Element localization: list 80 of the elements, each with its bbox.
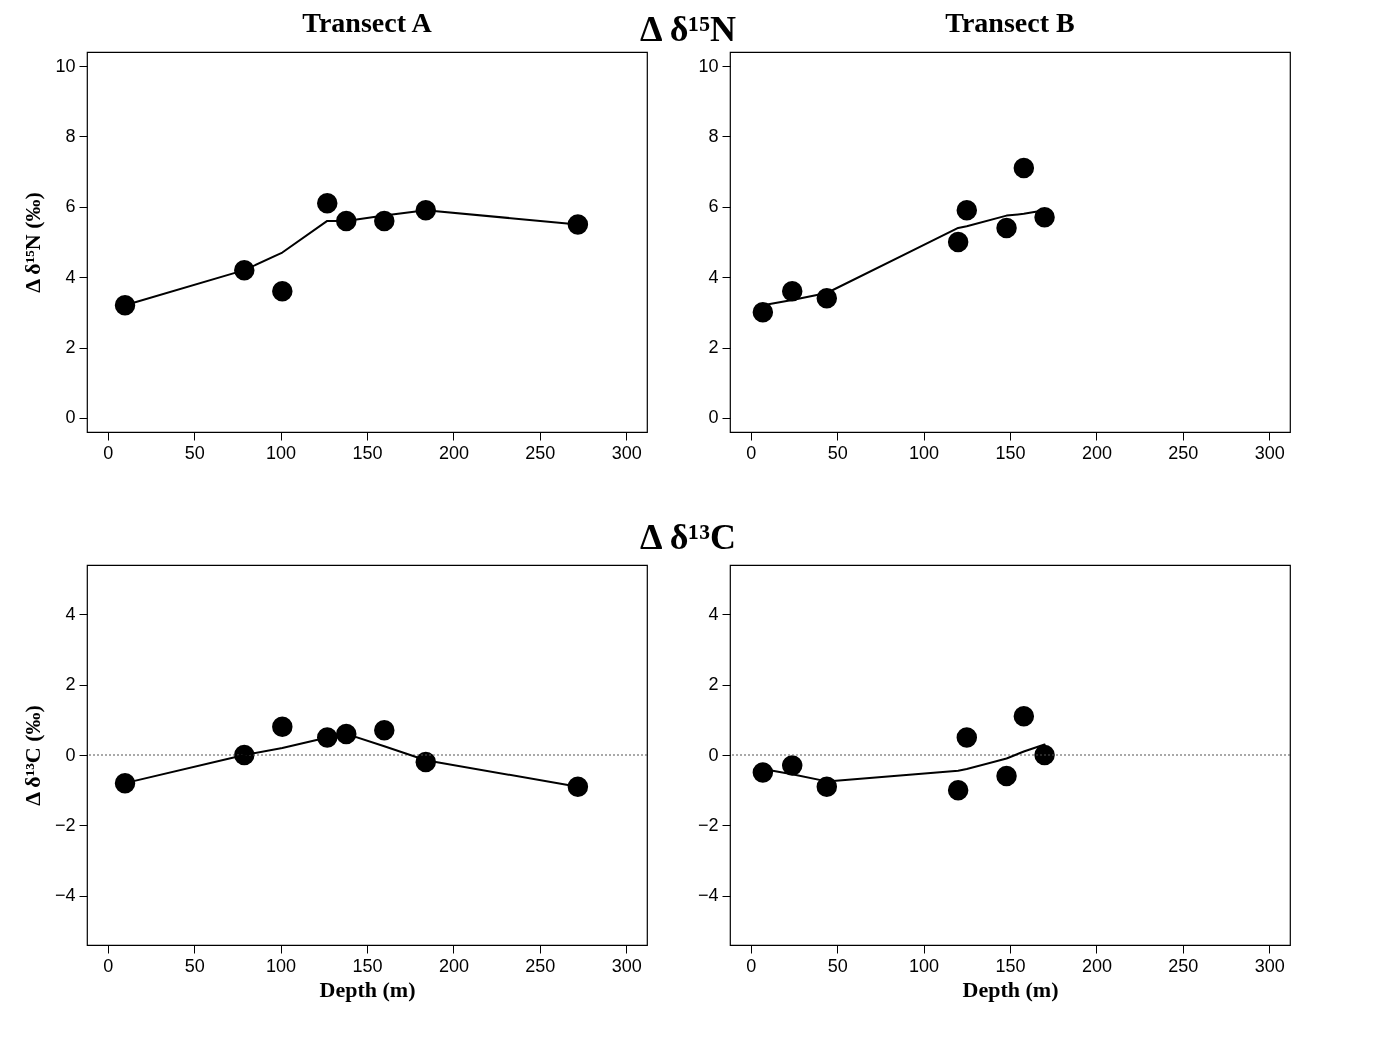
x-tick-label: 250 xyxy=(525,955,556,976)
x-tick-label: 150 xyxy=(995,442,1026,463)
x-tick-label: 100 xyxy=(266,955,297,976)
x-tick-label: 250 xyxy=(1168,442,1199,463)
x-tick-label: 0 xyxy=(746,442,757,463)
y-tick-label: 10 xyxy=(698,55,719,76)
point xyxy=(996,765,1017,787)
point xyxy=(1013,157,1035,179)
y-tick-label: 0 xyxy=(65,744,76,765)
point xyxy=(114,295,136,316)
chart-title: Transect B xyxy=(945,7,1075,38)
point xyxy=(272,281,293,302)
point xyxy=(956,200,978,221)
x-tick-label: 300 xyxy=(611,442,642,463)
x-tick-label: 100 xyxy=(909,442,940,463)
point xyxy=(1034,207,1055,228)
y-tick-label: 2 xyxy=(708,674,719,695)
x-tick-label: 300 xyxy=(1254,955,1285,976)
y-tick-label: 8 xyxy=(708,125,719,146)
x-tick-label: 200 xyxy=(438,442,469,463)
y-tick-label: 2 xyxy=(65,337,76,358)
y-tick-label: 0 xyxy=(708,744,719,765)
x-tick-label: 100 xyxy=(266,442,297,463)
text: Δ δ¹⁵N xyxy=(640,9,736,49)
y-tick-label: 2 xyxy=(65,674,76,695)
x-tick-label: 100 xyxy=(909,955,940,976)
text: Δ δ¹³C xyxy=(639,516,737,558)
x-tick-label: 50 xyxy=(184,442,205,463)
point xyxy=(947,779,969,801)
chart-title: Transect A xyxy=(302,7,433,38)
y-tick-label: −2 xyxy=(54,814,76,835)
y-tick-label: 4 xyxy=(708,603,719,624)
x-tick-label: 150 xyxy=(352,442,383,463)
point xyxy=(781,281,803,302)
y-tick-label: 0 xyxy=(65,407,76,428)
x-tick-label: 250 xyxy=(525,442,556,463)
y-tick-label: −2 xyxy=(697,814,719,835)
point xyxy=(374,720,395,741)
point xyxy=(947,231,969,253)
x-tick-label: 250 xyxy=(1168,955,1199,976)
y-tick-label: 4 xyxy=(65,266,76,287)
y-tick-label: 2 xyxy=(708,337,719,358)
x-tick-label: 200 xyxy=(1081,442,1112,463)
x-axis-title: Depth (m) xyxy=(319,976,416,1002)
x-tick-label: 150 xyxy=(995,955,1026,976)
x-tick-label: 200 xyxy=(438,955,469,976)
point xyxy=(1034,744,1055,766)
y-tick-label: 6 xyxy=(708,196,719,217)
point xyxy=(781,755,803,776)
y-tick-label: −4 xyxy=(697,885,719,906)
y-axis-title: Δ δ¹⁵N (‰) xyxy=(20,192,46,293)
x-tick-label: 300 xyxy=(1254,442,1285,463)
y-tick-label: 4 xyxy=(708,266,719,287)
point xyxy=(996,217,1017,239)
point xyxy=(567,214,589,235)
x-tick-label: 50 xyxy=(827,442,848,463)
y-tick-label: −4 xyxy=(54,885,76,906)
point xyxy=(1013,706,1035,727)
y-tick-label: 4 xyxy=(65,603,76,624)
point xyxy=(752,762,774,783)
y-tick-label: 10 xyxy=(55,55,76,76)
x-tick-label: 0 xyxy=(103,442,114,463)
x-tick-label: 0 xyxy=(103,955,114,976)
point xyxy=(752,302,774,323)
y-axis-title: Δ δ¹³C (‰) xyxy=(19,705,45,806)
x-tick-label: 50 xyxy=(184,955,205,976)
x-tick-label: 150 xyxy=(352,955,383,976)
y-tick-label: 0 xyxy=(708,407,719,428)
y-tick-label: 6 xyxy=(65,196,76,217)
x-axis-title: Depth (m) xyxy=(962,976,1059,1002)
point xyxy=(317,193,338,214)
x-tick-label: 200 xyxy=(1081,955,1112,976)
point xyxy=(956,727,978,748)
point xyxy=(114,772,136,794)
x-tick-label: 300 xyxy=(611,955,642,976)
x-tick-label: 50 xyxy=(827,955,848,976)
y-tick-label: 8 xyxy=(65,125,76,146)
x-tick-label: 0 xyxy=(746,955,757,976)
point xyxy=(567,776,589,797)
point xyxy=(272,716,293,738)
